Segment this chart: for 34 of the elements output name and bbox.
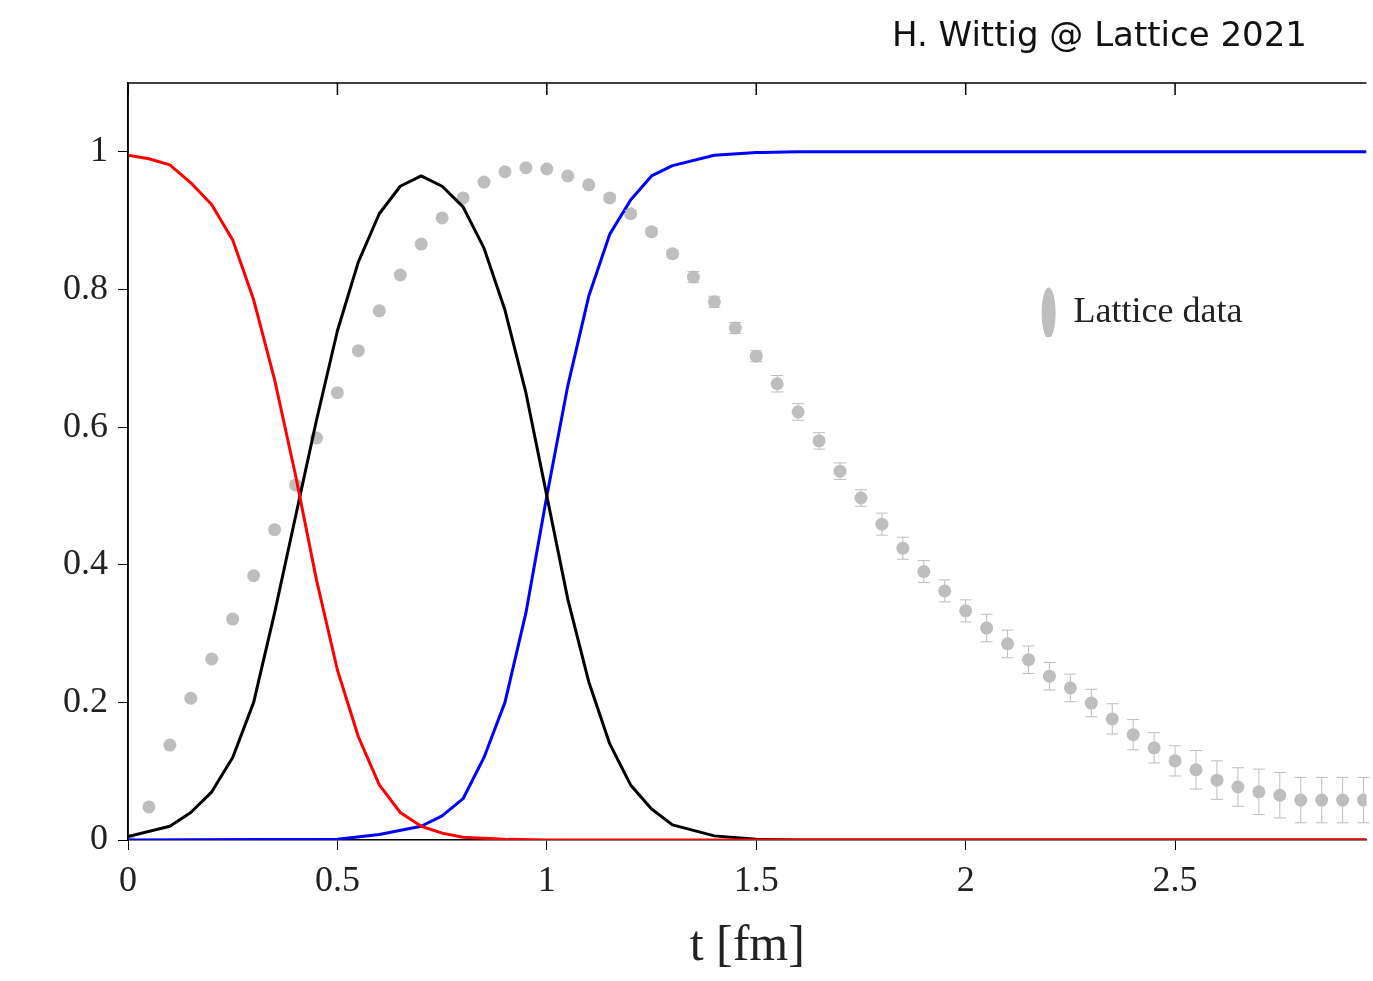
- point: [582, 178, 596, 192]
- point: [435, 211, 449, 225]
- x-axis-title: t [fm]: [689, 915, 805, 972]
- point: [393, 268, 407, 282]
- point: [184, 691, 198, 705]
- x-tick-label: 0: [119, 859, 137, 900]
- point: [561, 169, 575, 183]
- point: [205, 652, 219, 666]
- point: [163, 738, 177, 752]
- y-tick-label: 0.8: [63, 266, 108, 307]
- point: [477, 175, 491, 189]
- y-tick-label: 1: [90, 129, 108, 170]
- x-tick-label: 2.5: [1152, 859, 1198, 900]
- point: [351, 344, 365, 358]
- point: [540, 162, 554, 176]
- x-tick-label: 1.5: [733, 859, 779, 900]
- point: [414, 237, 428, 251]
- y-tick-label: 0: [90, 817, 108, 858]
- y-tick-label: 0.6: [63, 404, 108, 445]
- text: H. Wittig @ Lattice 2021: [891, 14, 1307, 54]
- legend-label: Lattice data: [1073, 290, 1243, 331]
- point: [142, 800, 156, 814]
- point: [498, 165, 512, 179]
- x-tick-label: 2: [956, 859, 975, 900]
- x-tick-label: 1: [537, 859, 556, 900]
- point: [519, 161, 533, 175]
- point: [226, 612, 240, 626]
- point: [268, 523, 282, 537]
- x-tick-label: 0.5: [314, 859, 360, 900]
- point: [330, 386, 344, 400]
- point: [247, 569, 261, 583]
- y-tick-label: 0.4: [63, 542, 108, 583]
- y-tick-label: 0.2: [63, 679, 108, 720]
- point: [372, 304, 386, 318]
